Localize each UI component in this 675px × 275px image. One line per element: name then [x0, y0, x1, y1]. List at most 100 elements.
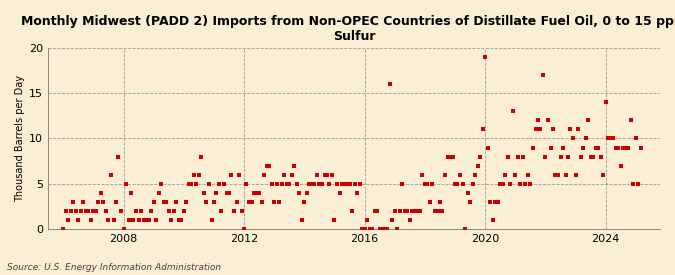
Point: [342, 182, 352, 186]
Point: [600, 100, 611, 104]
Point: [467, 182, 478, 186]
Point: [460, 226, 470, 231]
Point: [146, 208, 157, 213]
Point: [375, 226, 385, 231]
Point: [70, 208, 81, 213]
Point: [410, 208, 421, 213]
Point: [369, 208, 380, 213]
Point: [223, 190, 234, 195]
Point: [630, 136, 641, 141]
Point: [414, 208, 425, 213]
Point: [419, 182, 430, 186]
Point: [470, 172, 481, 177]
Point: [558, 145, 568, 150]
Point: [304, 182, 315, 186]
Point: [362, 218, 373, 222]
Point: [211, 190, 221, 195]
Point: [547, 127, 558, 132]
Point: [239, 226, 250, 231]
Point: [435, 199, 446, 204]
Point: [166, 218, 177, 222]
Point: [90, 208, 101, 213]
Point: [76, 208, 86, 213]
Point: [219, 182, 230, 186]
Point: [254, 190, 265, 195]
Point: [111, 199, 122, 204]
Point: [344, 182, 355, 186]
Point: [520, 182, 531, 186]
Point: [572, 127, 583, 132]
Point: [555, 154, 566, 159]
Point: [251, 190, 262, 195]
Point: [580, 136, 591, 141]
Point: [545, 145, 556, 150]
Point: [575, 154, 586, 159]
Point: [321, 172, 332, 177]
Point: [439, 172, 450, 177]
Point: [317, 182, 327, 186]
Point: [156, 182, 167, 186]
Point: [118, 226, 129, 231]
Point: [198, 190, 209, 195]
Point: [229, 208, 240, 213]
Point: [427, 182, 438, 186]
Point: [457, 182, 468, 186]
Point: [595, 154, 606, 159]
Point: [500, 172, 511, 177]
Point: [201, 199, 212, 204]
Point: [324, 182, 335, 186]
Point: [480, 55, 491, 60]
Point: [65, 208, 76, 213]
Point: [563, 154, 574, 159]
Point: [309, 182, 320, 186]
Point: [58, 226, 69, 231]
Point: [331, 182, 342, 186]
Point: [377, 226, 387, 231]
Point: [364, 226, 375, 231]
Point: [588, 154, 599, 159]
Point: [121, 182, 132, 186]
Point: [625, 118, 636, 123]
Point: [477, 127, 488, 132]
Point: [510, 172, 520, 177]
Point: [527, 145, 538, 150]
Point: [407, 208, 418, 213]
Point: [78, 199, 89, 204]
Point: [259, 172, 269, 177]
Point: [422, 182, 433, 186]
Point: [301, 190, 312, 195]
Point: [173, 218, 184, 222]
Point: [60, 208, 71, 213]
Point: [352, 190, 362, 195]
Point: [485, 199, 495, 204]
Point: [522, 172, 533, 177]
Point: [101, 208, 111, 213]
Point: [161, 199, 171, 204]
Point: [188, 172, 199, 177]
Point: [73, 218, 84, 222]
Point: [475, 154, 485, 159]
Point: [68, 199, 78, 204]
Point: [216, 208, 227, 213]
Point: [570, 172, 581, 177]
Point: [512, 154, 523, 159]
Point: [319, 172, 330, 177]
Point: [384, 82, 395, 87]
Point: [394, 208, 405, 213]
Point: [194, 172, 205, 177]
Point: [628, 182, 639, 186]
Point: [540, 154, 551, 159]
Point: [279, 172, 290, 177]
Point: [271, 182, 282, 186]
Point: [289, 163, 300, 168]
Point: [608, 136, 619, 141]
Point: [404, 218, 415, 222]
Point: [314, 182, 325, 186]
Point: [578, 145, 589, 150]
Point: [286, 172, 297, 177]
Point: [379, 226, 390, 231]
Point: [565, 127, 576, 132]
Point: [568, 136, 578, 141]
Point: [620, 145, 631, 150]
Point: [128, 218, 139, 222]
